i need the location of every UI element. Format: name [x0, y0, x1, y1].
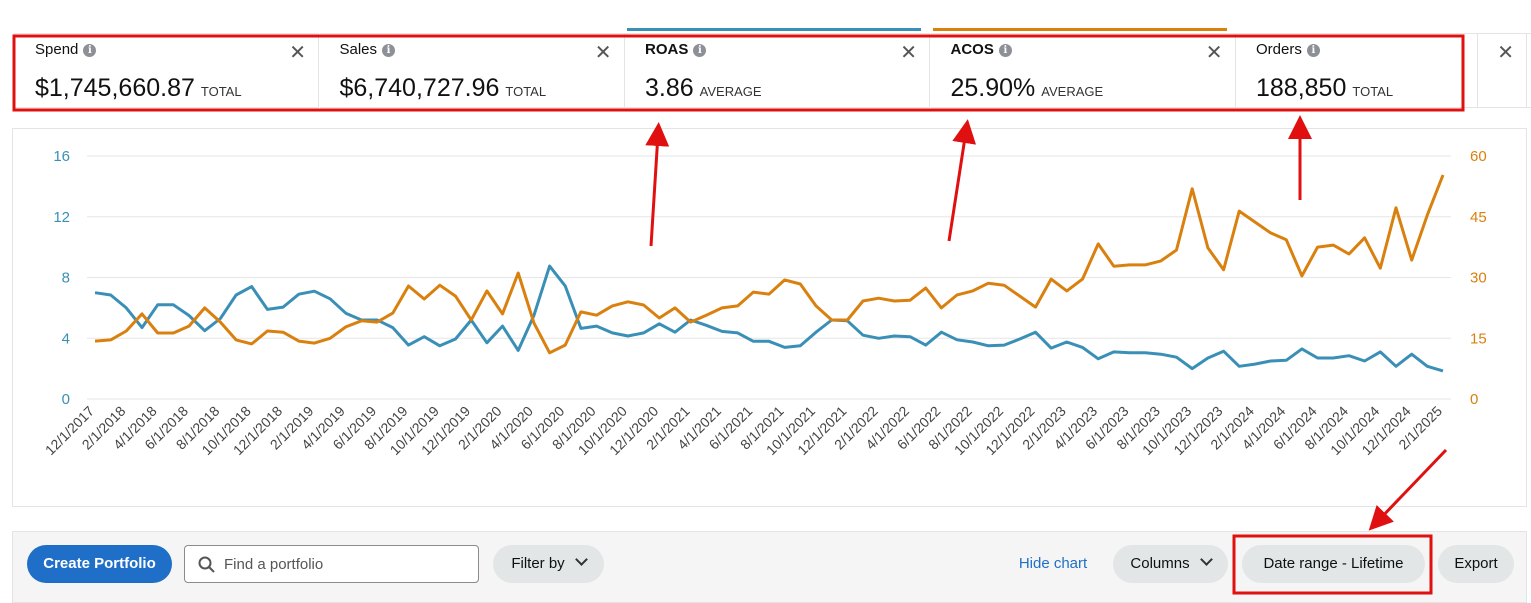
y-tick-label: 16 [53, 148, 70, 165]
y2-tick-label: 60 [1470, 148, 1487, 165]
close-icon[interactable]: ✕ [1497, 42, 1514, 64]
search-icon [198, 556, 215, 573]
columns-label: Columns [1130, 555, 1190, 572]
export-button[interactable]: Export [1438, 545, 1514, 583]
y-tick-label: 8 [62, 270, 70, 287]
y-tick-label: 4 [62, 330, 70, 347]
y2-tick-label: 0 [1470, 391, 1478, 408]
y2-tick-label: 30 [1470, 270, 1487, 287]
y2-tick-label: 15 [1470, 330, 1487, 347]
filter-label: Filter by [511, 555, 565, 572]
columns-button[interactable]: Columns [1113, 545, 1228, 583]
create-button[interactable]: Create Portfolio [27, 545, 172, 583]
series-line [94, 174, 1445, 355]
search-box[interactable]: Find a portfolio [184, 545, 479, 583]
y-tick-label: 0 [62, 391, 70, 408]
filter-button[interactable]: Filter by [493, 545, 604, 583]
selected-indicator [627, 28, 921, 31]
y-tick-label: 12 [53, 209, 70, 226]
extra-card: ✕ [1477, 33, 1527, 108]
hide-chart-link[interactable]: Hide chart [1018, 555, 1088, 572]
search-placeholder: Find a portfolio [224, 556, 324, 573]
y2-tick-label: 45 [1470, 209, 1487, 226]
selected-indicator [932, 28, 1227, 31]
series-line [94, 264, 1444, 373]
chart-panel [12, 128, 1527, 507]
